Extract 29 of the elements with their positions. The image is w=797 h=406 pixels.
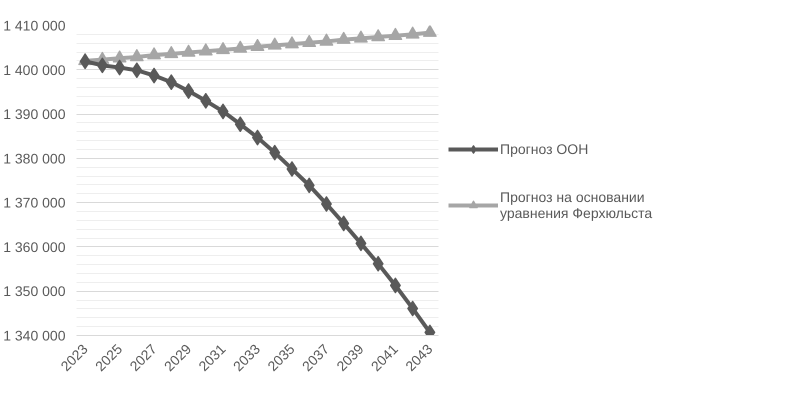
point: [354, 30, 368, 43]
y-tick-label: 1 360 000: [3, 238, 66, 255]
y-tick-label: 1 340 000: [3, 328, 66, 344]
point: [268, 37, 282, 50]
point: [302, 34, 316, 48]
point: [216, 42, 230, 54]
y-tick-label: 1 380 000: [3, 150, 66, 166]
point: [388, 28, 402, 40]
point: [284, 36, 299, 48]
point: [198, 43, 213, 56]
point: [130, 48, 144, 62]
y-tick-label: 1 350 000: [3, 283, 66, 300]
legend-label: Прогноз ООН: [500, 141, 588, 157]
legend-label: Прогноз на основании уравнения Ферхюльста: [500, 189, 652, 221]
y-tick-label: 1 370 000: [3, 194, 66, 211]
point: [422, 26, 437, 37]
point: [336, 32, 351, 44]
point: [182, 44, 196, 57]
point: [112, 50, 127, 63]
point: [147, 47, 162, 60]
point: [319, 33, 334, 46]
point: [371, 29, 386, 42]
y-tick-label: 1 410 000: [3, 18, 66, 34]
y-tick-label: 1 390 000: [3, 106, 66, 122]
point: [233, 40, 248, 53]
y-tick-label: 1 400 000: [3, 62, 66, 78]
point: [164, 46, 178, 58]
point: [406, 26, 420, 39]
point: [250, 38, 264, 52]
